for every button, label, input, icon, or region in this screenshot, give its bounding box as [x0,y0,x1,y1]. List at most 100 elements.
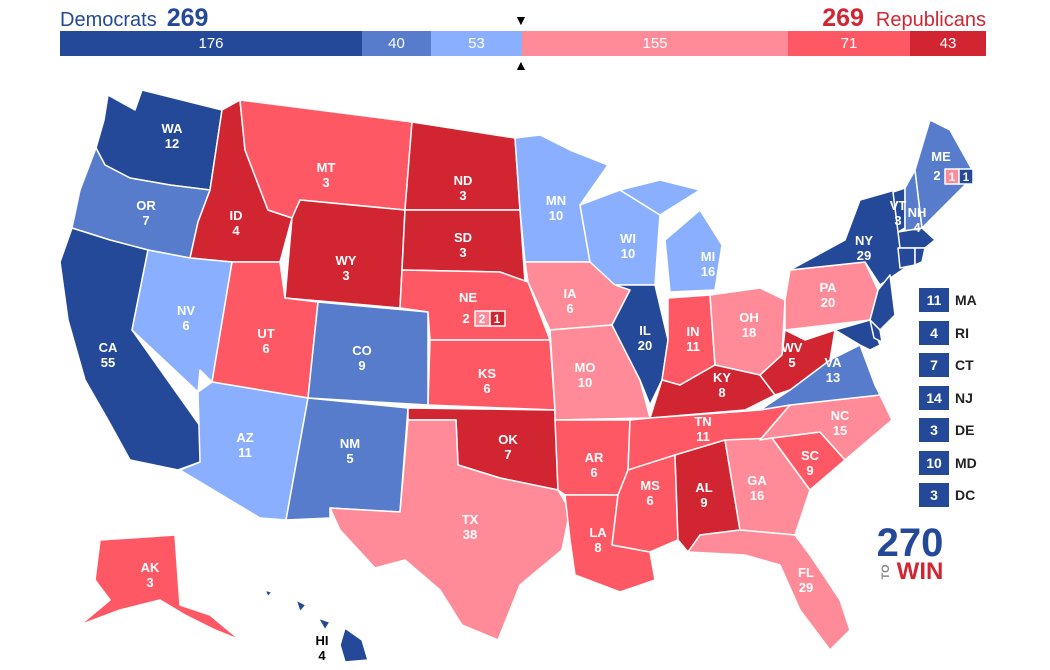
bar-safe-rep[interactable]: 43 [910,31,986,56]
state-FL[interactable] [687,529,851,651]
state-ev-MI: 16 [701,264,715,279]
state-MD[interactable] [834,319,881,351]
state-NJ[interactable] [869,274,896,331]
state-MI[interactable] [664,209,723,293]
democrats-total: 269 [166,4,209,32]
state-AK[interactable] [79,534,241,641]
maine-district-2[interactable] [958,168,974,185]
bar-lean-dem[interactable]: 53 [431,31,522,56]
state-abbr-ME: ME [931,149,951,164]
republicans-header: 269 Republicans [822,4,986,33]
state-abbr-IA: IA [564,286,578,301]
state-ev-ND: 3 [459,188,466,203]
state-abbr-WY: WY [336,253,357,268]
state-ev-FL: 29 [799,580,813,595]
state-ev-IN: 11 [686,339,700,354]
small-state-ev[interactable]: 14 [919,385,949,410]
small-state-ev[interactable]: 10 [919,450,949,475]
state-abbr-AL: AL [695,480,712,495]
small-state-ev[interactable]: 3 [919,483,949,507]
state-abbr-MS: MS [640,478,660,493]
bar-likely-rep[interactable]: 71 [788,31,910,56]
state-abbr-LA: LA [589,525,607,540]
state-CT[interactable] [897,247,916,269]
state-ev-AR: 6 [590,465,597,480]
state-ev-NH: 4 [913,220,921,235]
state-ev-WY: 3 [342,268,349,283]
state-abbr-HI: HI [316,633,329,648]
small-state-row[interactable]: 3 DC [919,483,977,507]
democrats-header: Democrats 269 [60,4,208,33]
republicans-label: Republicans [875,9,986,31]
state-abbr-NE: NE [459,290,477,305]
state-abbr-SD: SD [454,230,472,245]
state-NV[interactable] [131,249,233,393]
state-abbr-AK: AK [141,560,160,575]
small-state-ev[interactable]: 11 [919,288,949,312]
state-ev-CO: 9 [358,358,365,373]
state-ev-AL: 9 [700,495,707,510]
small-state-name: MA [955,292,977,308]
state-abbr-OR: OR [136,198,156,213]
state-TX[interactable] [329,419,571,641]
small-state-row[interactable]: 3 DE [919,418,977,442]
bar-likely-dem[interactable]: 40 [362,31,431,56]
state-RI[interactable] [914,247,926,266]
state-ev-IL: 20 [638,338,652,353]
state-abbr-ND: ND [454,173,473,188]
state-abbr-KS: KS [478,366,496,381]
state-abbr-TN: TN [694,414,711,429]
state-abbr-UT: UT [257,326,274,341]
state-ev-NE: 2 [462,311,469,326]
state-abbr-OH: OH [739,310,759,325]
state-MT[interactable] [239,99,413,219]
district-ev-NE-d2: 1 [494,312,501,326]
state-MI-upper[interactable] [619,179,701,216]
small-state-row[interactable]: 14 NJ [919,385,977,410]
nebraska-district-2[interactable] [489,310,506,327]
district-ev-ME-d1: 1 [949,170,956,184]
state-abbr-NH: NH [908,205,927,220]
state-HI[interactable] [339,627,369,663]
state-abbr-IL: IL [639,323,651,338]
state-ev-MT: 3 [322,175,329,190]
state-abbr-GA: GA [747,473,767,488]
small-state-row[interactable]: 11 MA [919,288,977,312]
state-ev-ME: 2 [933,168,940,183]
state-abbr-CO: CO [352,343,372,358]
state-abbr-AZ: AZ [236,430,253,445]
state-WY[interactable] [284,199,406,309]
small-state-ev[interactable]: 3 [919,418,949,442]
state-HI-islands[interactable] [264,589,331,631]
state-DE[interactable] [869,319,883,343]
state-abbr-OK: OK [498,432,518,447]
small-state-row[interactable]: 7 CT [919,353,977,377]
small-state-ev[interactable]: 4 [919,320,949,345]
bar-lean-rep[interactable]: 155 [522,31,788,56]
bar-safe-dem[interactable]: 176 [60,31,362,56]
state-ev-VA: 13 [826,370,840,385]
state-abbr-WI: WI [620,231,636,246]
small-state-row[interactable]: 4 RI [919,320,977,345]
state-abbr-WV: WV [782,340,803,355]
270towin-logo[interactable]: 270 TO WIN [870,516,950,582]
small-state-ev[interactable]: 7 [919,353,949,377]
state-ev-LA: 8 [594,540,601,555]
small-state-row[interactable]: 10 MD [919,450,977,475]
small-state-name: NJ [955,389,973,406]
small-state-name: RI [955,324,969,341]
state-ev-NC: 15 [833,423,847,438]
state-abbr-NV: NV [177,303,195,318]
small-state-name: CT [955,357,974,373]
logo-number: 270 [877,521,944,565]
state-abbr-NY: NY [855,233,873,248]
electoral-vote-bar: 176 40 53 155 71 43 [60,31,986,56]
midpoint-arrow-up-icon: ▲ [514,57,528,73]
state-MA[interactable] [897,227,936,249]
state-IL[interactable] [611,284,669,406]
republicans-total: 269 [822,4,864,32]
midpoint-arrow-down-icon: ▼ [514,12,528,28]
state-ev-SD: 3 [459,245,466,260]
state-abbr-IN: IN [687,324,700,339]
